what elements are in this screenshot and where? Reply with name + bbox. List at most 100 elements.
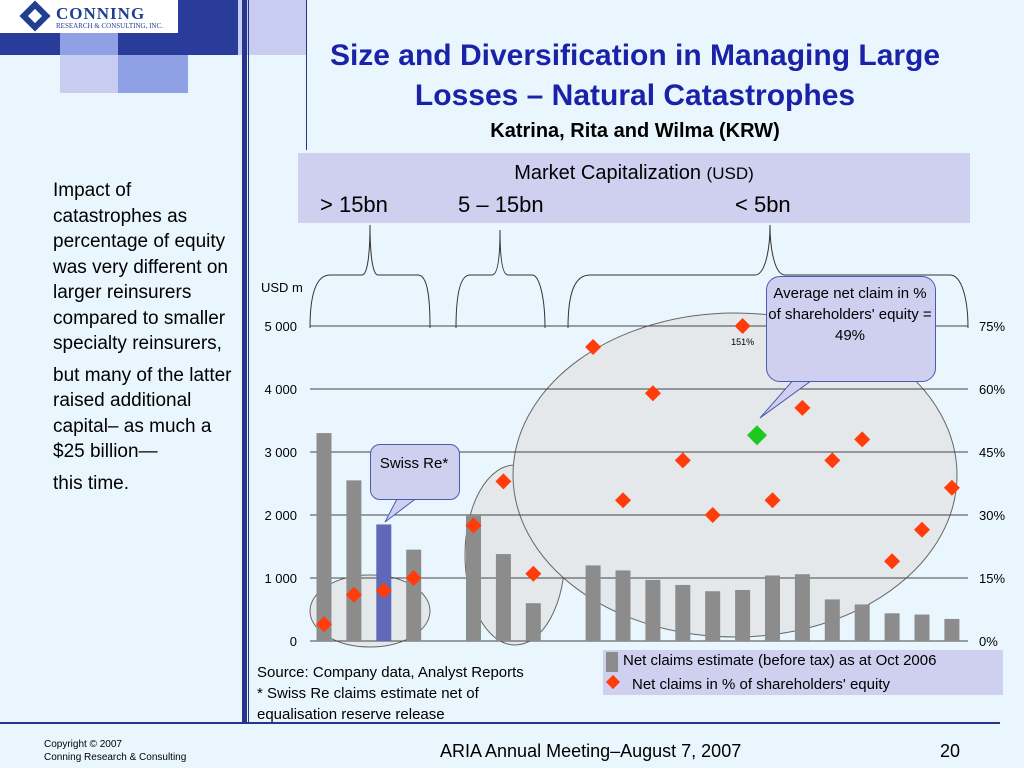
diamonds bbox=[316, 318, 960, 633]
data-point-diamond bbox=[734, 318, 751, 334]
market-cap-box bbox=[298, 153, 970, 223]
data-point-diamond bbox=[704, 507, 721, 523]
market-cap-title: Market Capitalization (USD) bbox=[298, 162, 970, 185]
side-text-p1: Impact of catastrophes as percentage of … bbox=[53, 180, 228, 354]
bar bbox=[466, 515, 481, 641]
divider-vertical bbox=[242, 0, 247, 724]
data-point-diamond bbox=[345, 586, 362, 603]
left-tick-label: 2 000 bbox=[264, 508, 297, 523]
data-point-diamond bbox=[824, 452, 841, 469]
right-tick-label: 0% bbox=[979, 634, 998, 649]
bar bbox=[705, 591, 721, 641]
side-text-p2: but many of the latter raised additional… bbox=[53, 364, 232, 463]
source-line-3: equalisation reserve release bbox=[257, 706, 445, 723]
right-tick-label: 30% bbox=[979, 508, 1005, 523]
group-ellipse-small bbox=[512, 312, 958, 638]
divider-vertical-top bbox=[306, 0, 307, 150]
tick-labels: 0 1 000 2 000 3 000 4 000 5 000 0% 15% 30% 45% 60%… bbox=[264, 319, 1005, 649]
bar bbox=[645, 579, 661, 641]
bar bbox=[735, 589, 751, 641]
bar bbox=[794, 574, 810, 641]
bar bbox=[944, 618, 960, 641]
data-point-diamond bbox=[495, 473, 512, 490]
market-cap-group-large: > 15bn bbox=[320, 192, 388, 217]
legend: Net claims estimate (before tax) as at O… bbox=[603, 650, 1003, 695]
deco-square bbox=[178, 0, 238, 55]
right-tick-label: 15% bbox=[979, 571, 1005, 586]
bar bbox=[765, 575, 780, 641]
legend-bar-swatch bbox=[606, 652, 618, 672]
logo-subtitle: RESEARCH & CONSULTING, INC. bbox=[56, 22, 163, 30]
footer-company: Conning Research & Consulting bbox=[44, 752, 187, 763]
data-point-diamond bbox=[764, 492, 781, 509]
slide-subtitle: Katrina, Rita and Wilma (KRW) bbox=[490, 120, 780, 142]
side-text-p3: this time. bbox=[53, 472, 130, 494]
bar bbox=[346, 480, 362, 641]
left-tick-label: 0 bbox=[290, 634, 297, 649]
swiss-callout-pointer bbox=[384, 496, 420, 523]
footer-event: ARIA Annual Meeting–August 7, 2007 bbox=[440, 741, 742, 761]
legend-diamond-label: Net claims in % of shareholders' equity bbox=[632, 676, 890, 693]
bar bbox=[884, 613, 900, 641]
divider-vertical-thin bbox=[248, 0, 249, 724]
deco-square bbox=[60, 55, 118, 93]
data-point-diamond bbox=[525, 565, 542, 582]
bar bbox=[914, 614, 930, 641]
right-tick-label: 45% bbox=[979, 445, 1005, 460]
swiss-re-callout-text: Swiss Re* bbox=[379, 455, 449, 472]
deco-square bbox=[60, 33, 118, 55]
market-cap-unit: (USD) bbox=[706, 164, 754, 183]
brace-large bbox=[309, 224, 431, 329]
data-point-diamond bbox=[943, 479, 960, 496]
data-point-diamond bbox=[644, 385, 661, 402]
deco-square bbox=[118, 55, 188, 93]
bar bbox=[495, 554, 511, 641]
source-note: Source: Company data, Analyst Reports * … bbox=[257, 662, 524, 725]
data-point-diamond bbox=[854, 431, 871, 448]
data-point-diamond bbox=[674, 452, 691, 469]
data-point-diamond bbox=[615, 492, 631, 509]
bar bbox=[675, 584, 691, 641]
left-tick-label: 5 000 bbox=[264, 319, 297, 334]
data-point-diamond bbox=[914, 521, 930, 538]
average-callout-text: Average net claim in % of shareholders' … bbox=[768, 285, 932, 344]
slide-title: Size and Diversification in Managing Lar… bbox=[329, 39, 941, 112]
page-number: 20 bbox=[940, 741, 961, 761]
data-point-diamond bbox=[465, 517, 482, 534]
bar bbox=[854, 604, 870, 641]
market-cap-group-small: < 5bn bbox=[735, 192, 791, 217]
market-cap-group-mid: 5 – 15bn bbox=[458, 192, 544, 217]
group-ellipse-large bbox=[309, 574, 431, 648]
point-label: 151% bbox=[731, 337, 754, 347]
average-callout bbox=[766, 276, 936, 382]
data-point-diamond bbox=[794, 399, 811, 416]
bar bbox=[525, 603, 541, 641]
bar bbox=[824, 599, 840, 641]
side-text: Impact of catastrophes as percentage of … bbox=[53, 178, 233, 502]
y-axis-label: USD m bbox=[261, 280, 303, 295]
brace-mid bbox=[455, 229, 546, 329]
source-line-1: Source: Company data, Analyst Reports bbox=[257, 664, 524, 681]
average-diamond bbox=[747, 425, 767, 446]
bar bbox=[615, 570, 631, 641]
footer-copyright: Copyright © 2007 Conning Research & Cons… bbox=[44, 738, 186, 764]
bars bbox=[316, 433, 960, 641]
right-tick-label: 60% bbox=[979, 382, 1005, 397]
data-point-diamond bbox=[375, 582, 392, 599]
divider-horizontal bbox=[0, 722, 1000, 724]
left-tick-label: 3 000 bbox=[264, 445, 297, 460]
source-line-2: * Swiss Re claims estimate net of bbox=[257, 685, 479, 702]
brace-small bbox=[567, 224, 969, 329]
legend-diamond-icon bbox=[605, 674, 621, 690]
logo-name: CONNING bbox=[56, 4, 146, 23]
right-tick-label: 75% bbox=[979, 319, 1005, 334]
deco-square bbox=[118, 33, 178, 55]
data-point-diamond bbox=[405, 570, 422, 586]
footer-copyright-line: Copyright © 2007 bbox=[44, 739, 122, 750]
deco-square bbox=[238, 0, 306, 14]
left-tick-label: 1 000 bbox=[264, 571, 297, 586]
market-cap-title-text: Market Capitalization bbox=[514, 162, 701, 184]
data-point-diamond bbox=[884, 553, 901, 570]
data-point-diamond bbox=[585, 339, 602, 355]
